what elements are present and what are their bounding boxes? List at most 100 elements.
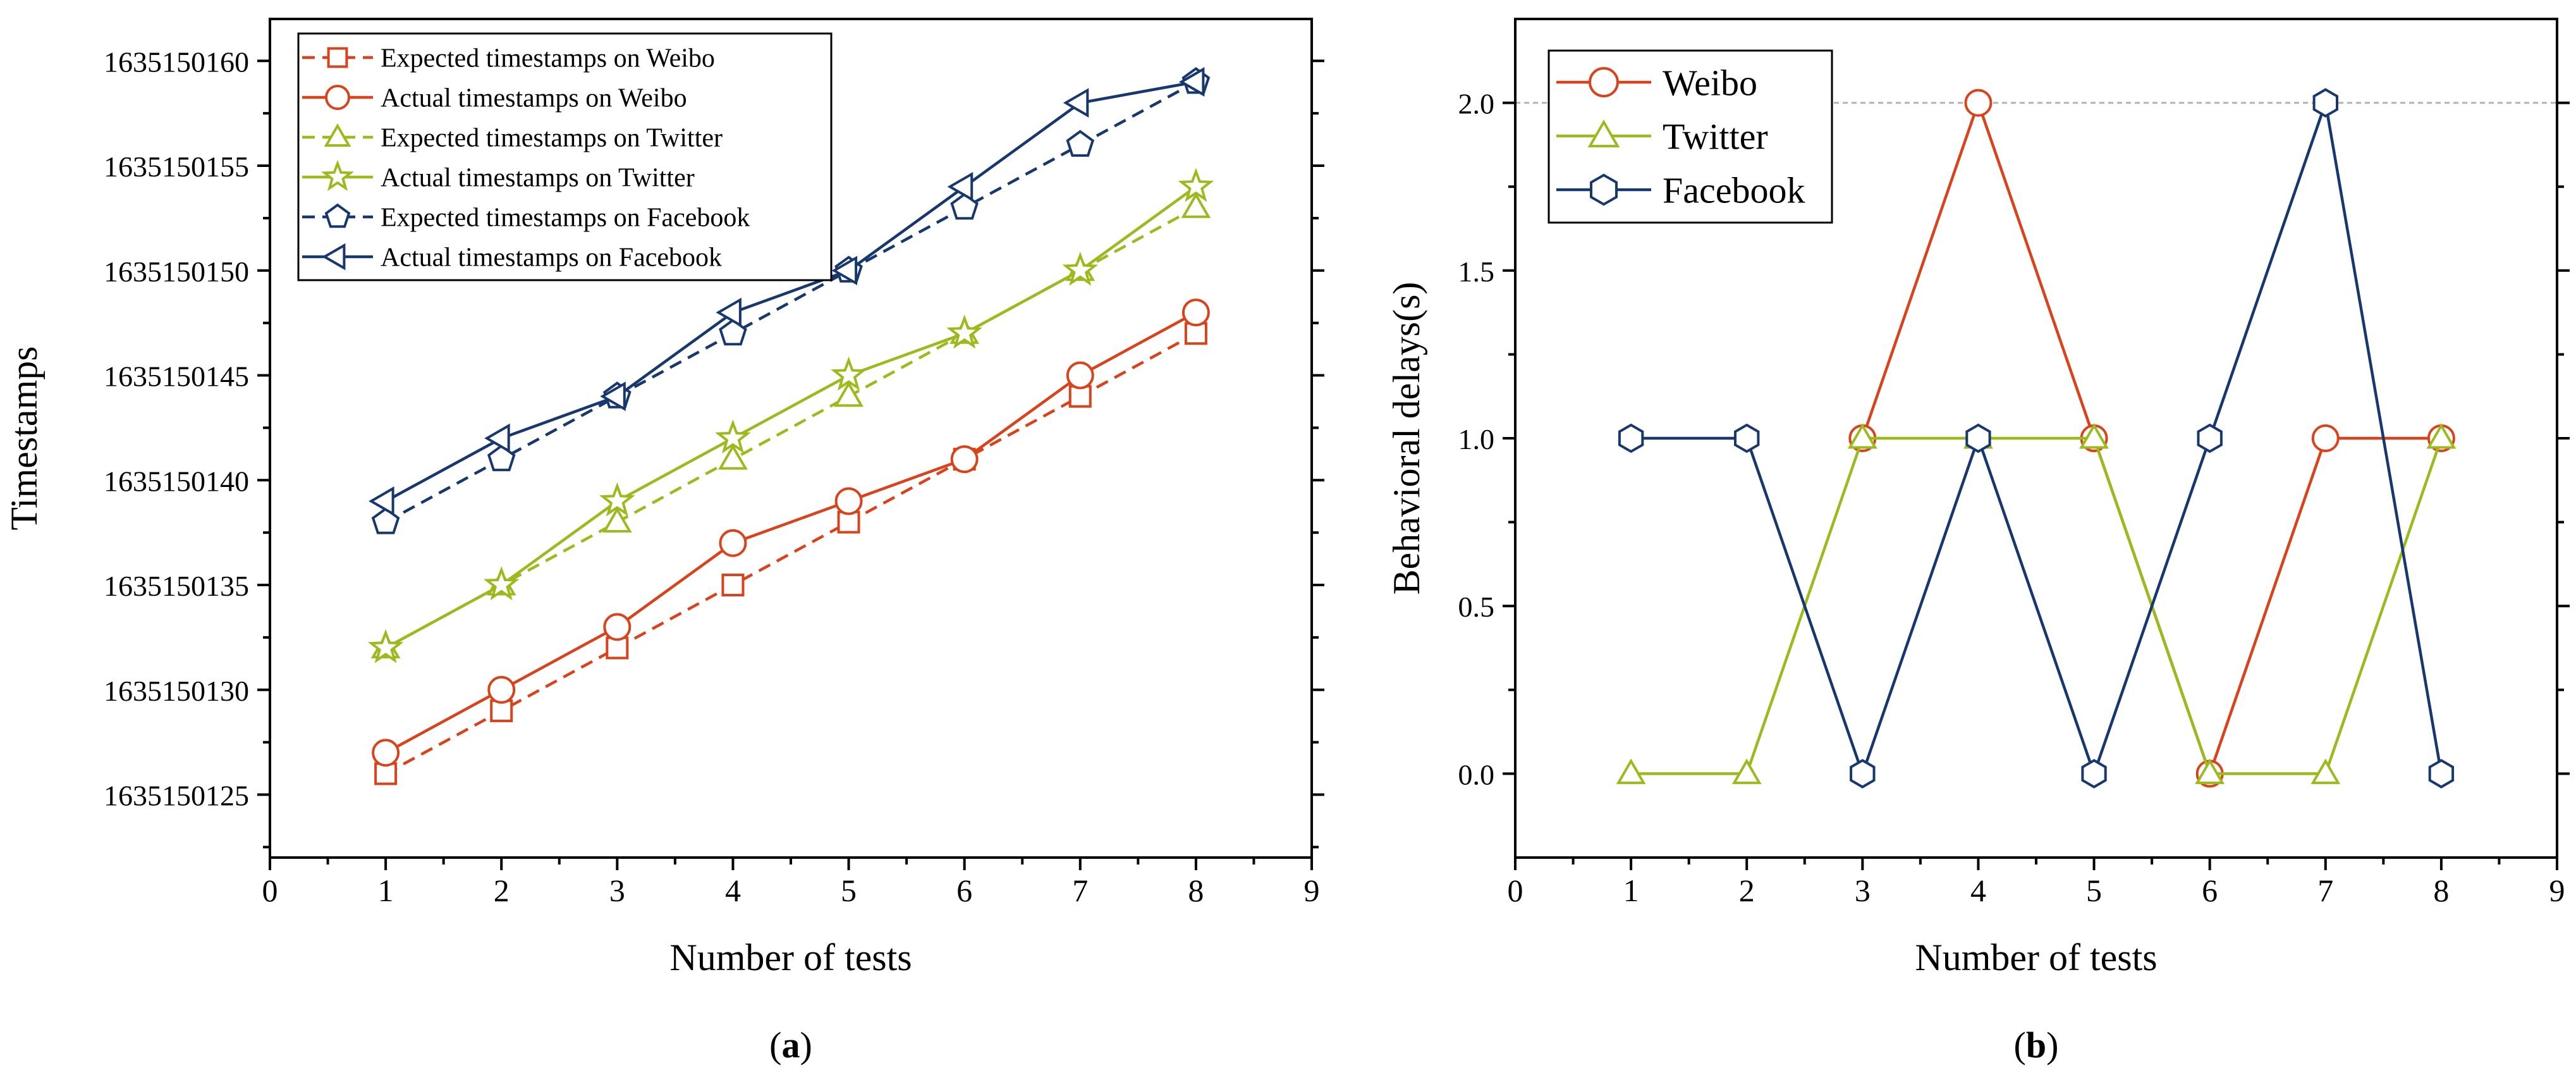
data-point	[1178, 67, 1205, 97]
data-point	[483, 566, 520, 601]
data-point	[950, 445, 979, 474]
y-tick-label: 1.5	[1458, 255, 1495, 288]
series-line	[385, 311, 1197, 754]
y-tick-label: 2.0	[1458, 88, 1495, 120]
x-tick-label: 5	[2086, 873, 2102, 908]
legend-marker	[325, 85, 350, 110]
series-twitter	[1616, 422, 2457, 784]
legend-marker	[324, 203, 351, 228]
data-point	[1850, 759, 1876, 789]
x-tick-label: 5	[841, 873, 857, 908]
x-tick-label: 1	[378, 873, 394, 908]
data-point	[2195, 758, 2225, 784]
y-tick-label: 1635150130	[104, 675, 249, 707]
x-tick-label: 7	[2317, 873, 2333, 908]
series-actual-timestamps-on-facebook	[369, 67, 1205, 516]
data-point	[831, 255, 858, 286]
y-tick-label: 1635150160	[104, 46, 249, 78]
legend-marker	[324, 123, 351, 147]
series-line	[385, 206, 1197, 649]
legend-marker	[327, 47, 348, 68]
y-tick-label: 1635150155	[104, 151, 249, 183]
legend-entry: Facebook	[1556, 169, 1805, 211]
series-expected-timestamps-on-weibo	[374, 322, 1207, 785]
x-tick-label: 8	[1188, 873, 1204, 908]
data-point	[367, 629, 404, 663]
data-point	[372, 739, 400, 767]
panel-label: (a)	[769, 1025, 812, 1066]
legend-entry: Actual timestamps on Twitter	[302, 159, 695, 193]
legend-marker	[1589, 67, 1619, 97]
data-point	[719, 318, 747, 346]
legend: Weibo Twitter Facebook	[1547, 49, 1833, 224]
data-point	[599, 482, 635, 517]
y-tick-label: 1635150125	[104, 780, 249, 812]
data-point	[950, 192, 979, 220]
series-line	[385, 80, 1197, 524]
panel-label-open: (	[769, 1025, 781, 1066]
x-tick-label: 1	[1623, 873, 1639, 908]
legend-label: Expected timestamps on Weibo	[381, 44, 715, 73]
legend-entry: Expected timestamps on Facebook	[302, 203, 750, 233]
legend-entry: Actual timestamps on Weibo	[302, 84, 687, 113]
panel-label-letter: a	[782, 1025, 800, 1066]
data-point	[1965, 423, 1991, 453]
data-point	[2310, 758, 2341, 784]
data-point	[1181, 192, 1211, 218]
data-point	[484, 423, 510, 453]
data-point	[1964, 89, 1993, 117]
x-tick-label: 3	[1855, 873, 1871, 908]
data-point	[1616, 758, 1646, 784]
x-tick-label: 6	[956, 873, 972, 908]
legend-entry: Actual timestamps on Facebook	[302, 243, 722, 273]
series-line	[1631, 102, 2443, 779]
legend-entry: Expected timestamps on Twitter	[302, 123, 723, 153]
y-axis-label: Timestamps	[3, 346, 45, 530]
panel-label-close: )	[2046, 1025, 2058, 1066]
data-point	[1734, 423, 1760, 453]
x-tick-label: 2	[1739, 873, 1755, 908]
data-point	[487, 675, 516, 704]
data-point	[716, 297, 742, 328]
data-point	[602, 507, 632, 533]
data-point	[718, 444, 748, 470]
data-point	[834, 381, 864, 407]
y-axis-label: Behavioral delays(s)	[1386, 282, 1427, 595]
x-tick-label: 2	[494, 873, 510, 908]
panel-label-letter: b	[2026, 1025, 2046, 1066]
data-point	[2311, 424, 2340, 452]
data-point	[1731, 758, 1762, 784]
x-tick-label: 3	[609, 873, 625, 908]
data-point	[2079, 423, 2109, 449]
data-point	[487, 444, 516, 472]
legend: Expected timestamps on Weibo Actual times…	[297, 32, 833, 281]
data-point	[2426, 422, 2457, 449]
series-actual-timestamps-on-weibo	[372, 298, 1210, 767]
panel-label: (b)	[2014, 1025, 2059, 1066]
data-point	[490, 699, 513, 722]
panel-label-open: (	[2014, 1025, 2026, 1066]
legend-entry: Weibo	[1556, 62, 1757, 103]
x-tick-label: 6	[2202, 873, 2218, 908]
data-point	[1062, 252, 1099, 286]
legend-label: Expected timestamps on Twitter	[381, 124, 723, 153]
data-point	[1181, 298, 1210, 327]
panel-b: 0 1 2 3 4 5 6 7 8 9 0.0 0.5 1.0 1.5 2.0 Number of tests…	[1386, 18, 2570, 1066]
legend-label: Expected timestamps on Facebook	[381, 204, 750, 233]
legend-marker	[321, 159, 354, 192]
y-tick-label: 1635150140	[104, 465, 249, 497]
x-tick-label: 8	[2433, 873, 2449, 908]
x-axis-label: Number of tests	[1915, 937, 2157, 978]
series-actual-timestamps-on-twitter	[367, 168, 1214, 663]
legend-label: Actual timestamps on Twitter	[381, 164, 695, 193]
series-line	[1631, 436, 2443, 775]
data-point	[600, 381, 626, 412]
data-point	[1066, 361, 1094, 390]
x-tick-label: 0	[262, 873, 278, 908]
x-tick-label: 4	[725, 873, 741, 908]
data-point	[2081, 759, 2107, 789]
legend-label: Weibo	[1663, 62, 1757, 103]
data-point	[946, 314, 983, 349]
y-tick-label: 0.0	[1458, 758, 1495, 791]
series-line	[385, 332, 1197, 775]
